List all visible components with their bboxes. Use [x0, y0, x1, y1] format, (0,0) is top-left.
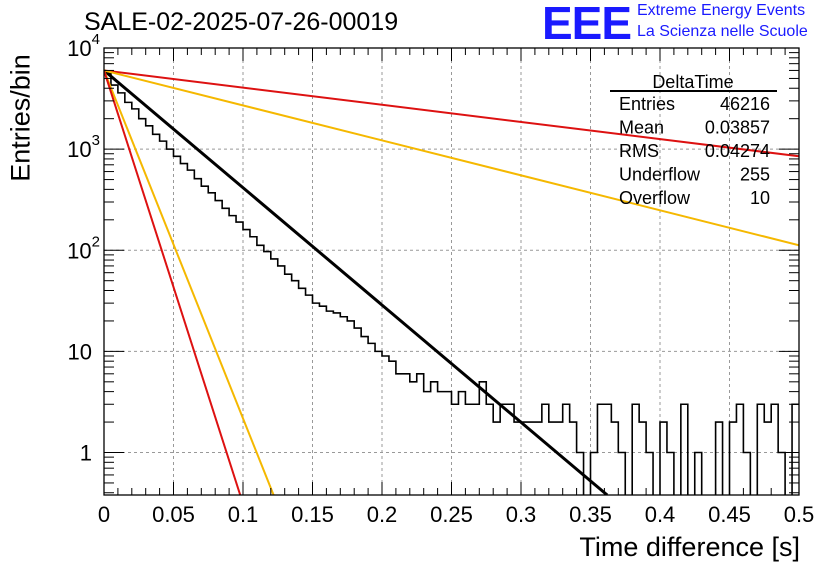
fit-line: [104, 70, 275, 495]
chart-title: SALE-02-2025-07-26-00019: [84, 8, 399, 36]
fit-line: [104, 69, 799, 158]
stats-row-value: 46216: [720, 94, 770, 114]
x-tick-label: 0.45: [708, 502, 751, 527]
y-axis-label: Entries/bin: [5, 54, 36, 182]
x-axis-label: Time difference [s]: [579, 532, 800, 562]
stats-row-value: 10: [750, 188, 770, 208]
histogram-outline: [104, 72, 799, 495]
org-name-line1: Extreme Energy Events: [637, 2, 806, 19]
x-tick-label: 0.05: [152, 502, 195, 527]
x-tick-label: 0.5: [784, 502, 815, 527]
x-tick-label: 0.1: [228, 502, 259, 527]
stats-row-label: Underflow: [619, 165, 701, 185]
stats-row-label: Entries: [619, 94, 675, 114]
y-tick-label: 10: [68, 339, 92, 364]
stats-row-label: Overflow: [619, 188, 691, 208]
y-tick-label: 102: [67, 233, 100, 263]
grid-lines: [104, 48, 799, 495]
x-tick-label: 0: [98, 502, 110, 527]
org-name-line2: La Scienza nelle Scuole: [637, 23, 808, 40]
fit-line: [104, 70, 242, 495]
fit-line: [104, 69, 609, 495]
x-tick-label: 0.15: [291, 502, 334, 527]
y-tick-label: 103: [67, 132, 100, 162]
stats-row-value: 0.03857: [705, 118, 770, 138]
stats-title: DeltaTime: [652, 72, 733, 92]
x-tick-label: 0.3: [506, 502, 537, 527]
fit-line: [104, 69, 799, 247]
x-tick-label: 0.35: [569, 502, 612, 527]
stats-row-label: Mean: [619, 118, 664, 138]
x-tick-label: 0.4: [645, 502, 676, 527]
stats-row-value: 255: [740, 165, 770, 185]
y-tick-label: 1: [80, 441, 92, 466]
y-tick-label: 104: [67, 31, 100, 61]
eee-logo: EEE: [542, 0, 632, 49]
y-axis-label-box: Entries/bin: [6, 48, 36, 188]
data-layer: [104, 69, 799, 495]
x-tick-label: 0.25: [430, 502, 473, 527]
axis-ticks: 0 0.05 0.1 0.15 0.2 0.25 0.3 0.35 0.4 0.45 0.5 1 10 1…: [67, 31, 814, 527]
stats-row-label: RMS: [619, 141, 659, 161]
stats-row-value: 0.04274: [705, 141, 770, 161]
x-tick-label: 0.2: [367, 502, 398, 527]
